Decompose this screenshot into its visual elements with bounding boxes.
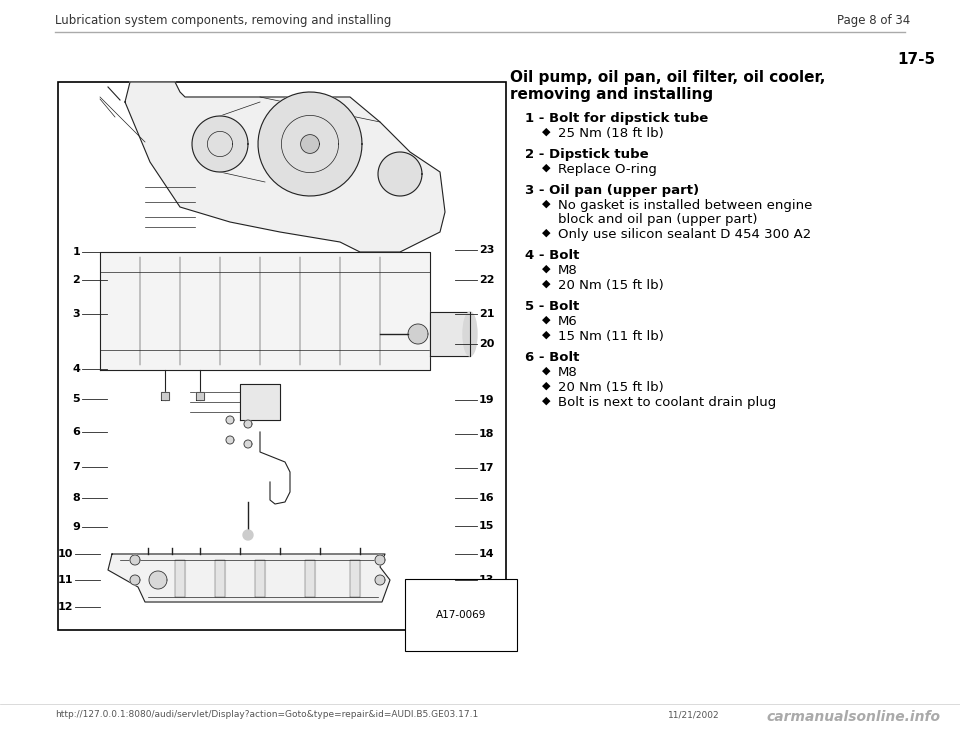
Text: 11/21/2002: 11/21/2002 — [668, 710, 720, 719]
Text: M6: M6 — [558, 315, 578, 328]
Circle shape — [130, 575, 140, 585]
Polygon shape — [161, 392, 169, 400]
Text: 2: 2 — [72, 275, 80, 285]
Text: 7: 7 — [72, 462, 80, 472]
Polygon shape — [378, 152, 422, 196]
Text: 21: 21 — [479, 309, 494, 319]
Circle shape — [226, 436, 234, 444]
Text: ◆: ◆ — [542, 381, 550, 391]
Text: 18: 18 — [479, 429, 494, 439]
Text: ◆: ◆ — [542, 279, 550, 289]
Text: 17: 17 — [479, 463, 494, 473]
Text: 9: 9 — [72, 522, 80, 532]
Circle shape — [375, 575, 385, 585]
Text: carmanualsonline.info: carmanualsonline.info — [766, 710, 940, 724]
Polygon shape — [192, 116, 248, 172]
Text: 5: 5 — [72, 394, 80, 404]
Text: 3: 3 — [72, 309, 80, 319]
Text: 3 - Oil pan (upper part): 3 - Oil pan (upper part) — [525, 184, 699, 197]
Polygon shape — [125, 82, 445, 252]
Text: 20: 20 — [479, 339, 494, 349]
Text: 20 Nm (15 ft lb): 20 Nm (15 ft lb) — [558, 279, 663, 292]
Polygon shape — [175, 560, 185, 597]
Circle shape — [244, 420, 252, 428]
Text: 16: 16 — [479, 493, 494, 503]
Polygon shape — [305, 560, 315, 597]
Text: 4 - Bolt: 4 - Bolt — [525, 249, 580, 262]
Text: ◆: ◆ — [542, 163, 550, 173]
Text: 2 - Dipstick tube: 2 - Dipstick tube — [525, 148, 649, 161]
Text: 5 - Bolt: 5 - Bolt — [525, 300, 579, 313]
Polygon shape — [100, 252, 430, 370]
Text: Page 8 of 34: Page 8 of 34 — [837, 14, 910, 27]
Text: A17-0069: A17-0069 — [436, 610, 486, 620]
Text: 1: 1 — [72, 247, 80, 257]
Text: 6: 6 — [72, 427, 80, 437]
Polygon shape — [108, 554, 390, 602]
Polygon shape — [255, 560, 265, 597]
Circle shape — [149, 571, 167, 589]
Text: 17-5: 17-5 — [897, 52, 935, 67]
Text: 15: 15 — [479, 521, 494, 531]
Text: No gasket is installed between engine: No gasket is installed between engine — [558, 199, 812, 212]
Text: 8: 8 — [72, 493, 80, 503]
Text: Oil pump, oil pan, oil filter, oil cooler,: Oil pump, oil pan, oil filter, oil coole… — [510, 70, 826, 85]
Text: ◆: ◆ — [542, 315, 550, 325]
Text: Replace O-ring: Replace O-ring — [558, 163, 657, 176]
Text: ◆: ◆ — [542, 199, 550, 209]
Circle shape — [130, 555, 140, 565]
Text: 4: 4 — [72, 364, 80, 374]
Text: M8: M8 — [558, 366, 578, 379]
Text: 15 Nm (11 ft lb): 15 Nm (11 ft lb) — [558, 330, 664, 343]
Text: M8: M8 — [558, 264, 578, 277]
Polygon shape — [350, 560, 360, 597]
Circle shape — [375, 555, 385, 565]
Text: block and oil pan (upper part): block and oil pan (upper part) — [558, 213, 757, 226]
Text: 12: 12 — [58, 602, 73, 612]
Bar — [58, 82, 506, 630]
Text: ◆: ◆ — [542, 330, 550, 340]
Ellipse shape — [463, 312, 477, 356]
Circle shape — [226, 416, 234, 424]
Text: ◆: ◆ — [542, 264, 550, 274]
Text: 13: 13 — [479, 575, 494, 585]
Text: 14: 14 — [479, 549, 494, 559]
Polygon shape — [240, 384, 280, 420]
Circle shape — [244, 440, 252, 448]
Text: 25 Nm (18 ft lb): 25 Nm (18 ft lb) — [558, 127, 663, 140]
Text: 1 - Bolt for dipstick tube: 1 - Bolt for dipstick tube — [525, 112, 708, 125]
Text: Bolt is next to coolant drain plug: Bolt is next to coolant drain plug — [558, 396, 777, 409]
Text: 23: 23 — [479, 245, 494, 255]
Bar — [430, 312, 470, 356]
Text: ◆: ◆ — [542, 127, 550, 137]
Text: http://127.0.0.1:8080/audi/servlet/Display?action=Goto&type=repair&id=AUDI.B5.GE: http://127.0.0.1:8080/audi/servlet/Displ… — [55, 710, 478, 719]
Text: ◆: ◆ — [542, 366, 550, 376]
Polygon shape — [196, 392, 204, 400]
Text: 20 Nm (15 ft lb): 20 Nm (15 ft lb) — [558, 381, 663, 394]
Circle shape — [243, 530, 253, 540]
Text: ◆: ◆ — [542, 228, 550, 238]
Text: 19: 19 — [479, 395, 494, 405]
Text: 6 - Bolt: 6 - Bolt — [525, 351, 580, 364]
Text: 22: 22 — [479, 275, 494, 285]
Circle shape — [408, 324, 428, 344]
Polygon shape — [215, 560, 225, 597]
Text: Only use silicon sealant D 454 300 A2: Only use silicon sealant D 454 300 A2 — [558, 228, 811, 241]
Text: 11: 11 — [58, 575, 73, 585]
Text: Lubrication system components, removing and installing: Lubrication system components, removing … — [55, 14, 392, 27]
Polygon shape — [300, 134, 320, 154]
Text: ◆: ◆ — [542, 396, 550, 406]
Polygon shape — [258, 92, 362, 196]
Text: removing and installing: removing and installing — [510, 87, 713, 102]
Text: 10: 10 — [58, 549, 73, 559]
